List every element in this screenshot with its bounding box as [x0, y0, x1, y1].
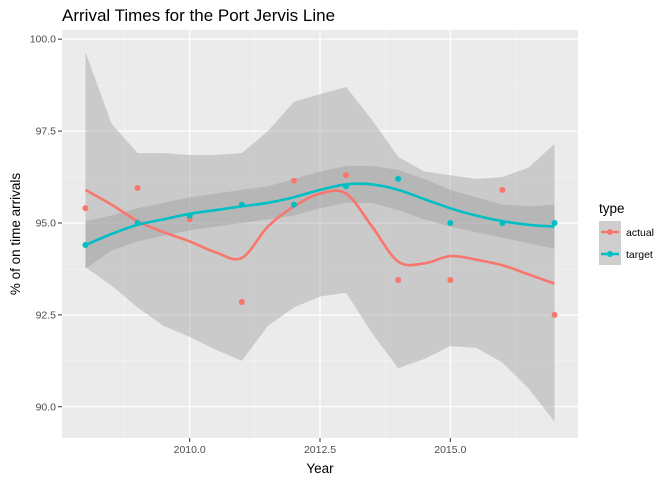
- data-point-target: [551, 219, 558, 226]
- x-axis-title: Year: [306, 461, 334, 476]
- y-axis-title: % of on time arrivals: [8, 173, 23, 296]
- data-point-target: [82, 242, 89, 249]
- data-point-target: [343, 183, 350, 190]
- data-point-actual: [238, 299, 245, 305]
- y-tick-label: 100.0: [30, 34, 56, 46]
- smooth-line-actual: [84, 188, 555, 285]
- data-point-target: [134, 219, 141, 226]
- legend-label-actual: actual: [626, 227, 654, 239]
- data-point-target: [447, 219, 454, 226]
- data-point-target: [395, 175, 402, 182]
- x-tick-label: 2012.5: [304, 444, 336, 456]
- confidence-band-target: [85, 166, 555, 269]
- confidence-band-actual: [85, 52, 555, 422]
- data-point-target: [290, 201, 297, 208]
- y-tick-label: 97.5: [36, 126, 57, 138]
- data-point-actual: [499, 186, 506, 193]
- data-point-actual: [343, 172, 350, 179]
- y-tick-label: 95.0: [36, 217, 57, 229]
- data-point-actual: [551, 311, 558, 318]
- data-point-actual: [447, 276, 454, 283]
- data-point-actual: [82, 205, 89, 212]
- data-point-target: [186, 212, 193, 219]
- data-point-target: [238, 201, 245, 208]
- x-tick-label: 2015.0: [434, 444, 466, 456]
- legend-key-point-actual: [607, 229, 613, 235]
- legend-label-target: target: [626, 249, 653, 261]
- legend-key-point-target: [607, 251, 613, 257]
- data-point-actual: [290, 177, 297, 184]
- y-tick-label: 90.0: [36, 401, 57, 413]
- data-point-actual: [395, 276, 402, 283]
- x-tick-label: 2010.0: [174, 444, 206, 456]
- data-point-target: [499, 219, 506, 226]
- smooth-line-target: [84, 182, 555, 247]
- legend-title: type: [599, 201, 625, 216]
- chart-title: Arrival Times for the Port Jervis Line: [62, 6, 335, 25]
- y-tick-label: 92.5: [36, 309, 57, 321]
- data-point-actual: [134, 185, 141, 192]
